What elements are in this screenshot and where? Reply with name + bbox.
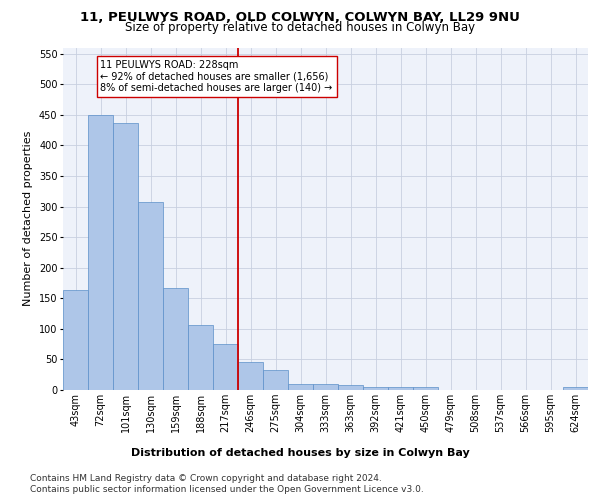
- Text: Contains public sector information licensed under the Open Government Licence v3: Contains public sector information licen…: [30, 485, 424, 494]
- Bar: [138, 202, 163, 390]
- Bar: [163, 288, 188, 390]
- Bar: [88, 115, 113, 390]
- Bar: [313, 384, 338, 390]
- Bar: [563, 387, 588, 390]
- Bar: [388, 387, 413, 390]
- Text: 11 PEULWYS ROAD: 228sqm
← 92% of detached houses are smaller (1,656)
8% of semi-: 11 PEULWYS ROAD: 228sqm ← 92% of detache…: [101, 60, 333, 93]
- Bar: [238, 362, 263, 390]
- Bar: [213, 344, 238, 390]
- Bar: [188, 325, 213, 390]
- Bar: [288, 384, 313, 390]
- Text: Distribution of detached houses by size in Colwyn Bay: Distribution of detached houses by size …: [131, 448, 469, 458]
- Bar: [413, 387, 438, 390]
- Text: 11, PEULWYS ROAD, OLD COLWYN, COLWYN BAY, LL29 9NU: 11, PEULWYS ROAD, OLD COLWYN, COLWYN BAY…: [80, 11, 520, 24]
- Bar: [113, 122, 138, 390]
- Bar: [363, 387, 388, 390]
- Text: Size of property relative to detached houses in Colwyn Bay: Size of property relative to detached ho…: [125, 22, 475, 35]
- Bar: [338, 385, 363, 390]
- Bar: [63, 290, 88, 390]
- Text: Contains HM Land Registry data © Crown copyright and database right 2024.: Contains HM Land Registry data © Crown c…: [30, 474, 382, 483]
- Bar: [263, 370, 288, 390]
- Y-axis label: Number of detached properties: Number of detached properties: [23, 131, 33, 306]
